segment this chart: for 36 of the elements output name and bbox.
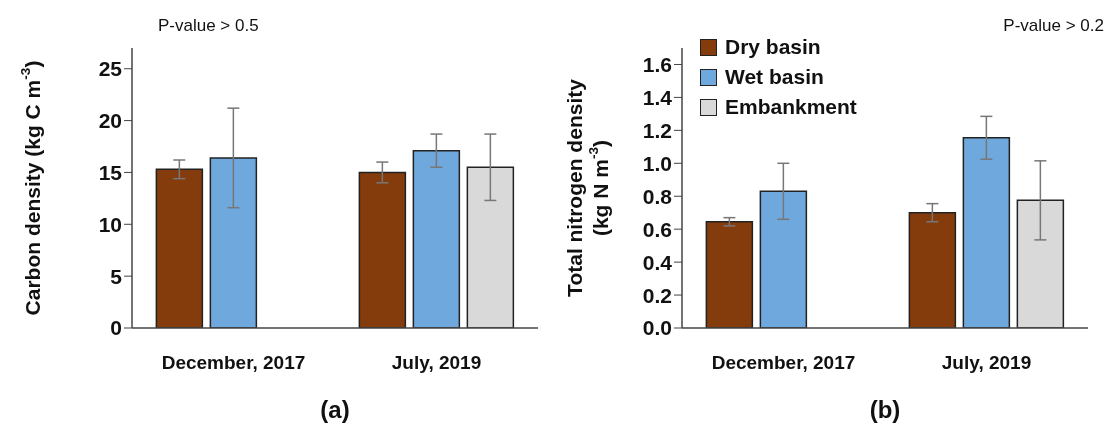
y-tick-label: 1.4	[642, 85, 673, 109]
bar	[209, 157, 258, 328]
y-tick-label: 0.6	[642, 217, 672, 241]
y-tick-label: 0.0	[642, 316, 672, 340]
bar	[155, 168, 204, 328]
x-tick-label: December, 2017	[161, 352, 306, 374]
legend-label: Embankment	[725, 94, 857, 120]
y-tick-label: 25	[98, 57, 123, 81]
y-tick-label: 0.8	[642, 184, 673, 208]
y-tick-label: 0	[110, 316, 122, 340]
y-tick-label: 1.2	[642, 118, 672, 142]
bar	[705, 221, 754, 328]
y-tick-label: 10	[98, 212, 122, 236]
text: P-value > 0.5	[158, 16, 259, 36]
text: P-value > 0.2	[1003, 16, 1104, 36]
bar	[466, 166, 515, 328]
bar	[908, 211, 957, 328]
legend-label: Wet basin	[725, 64, 824, 90]
y-tick-label: 1.6	[642, 52, 672, 76]
x-tick-label: December, 2017	[711, 352, 856, 374]
y-tick-label: 15	[98, 160, 123, 184]
y-tick-label: 20	[98, 109, 122, 133]
y-tick-label: 5	[110, 264, 123, 288]
y-tick-label: 0.2	[642, 283, 672, 307]
bar	[962, 137, 1011, 328]
y-tick-label: 0.4	[642, 250, 673, 274]
bar	[759, 190, 808, 328]
bar	[1016, 199, 1065, 328]
bar	[358, 171, 407, 328]
bar	[412, 149, 461, 328]
x-axis-title: (a)	[320, 396, 350, 423]
x-axis-title: (b)	[869, 396, 901, 423]
x-tick-label: July, 2019	[941, 352, 1032, 374]
x-tick-label: July, 2019	[391, 352, 482, 374]
legend-label: Dry basin	[725, 34, 821, 60]
y-tick-label: 1.0	[642, 151, 672, 175]
